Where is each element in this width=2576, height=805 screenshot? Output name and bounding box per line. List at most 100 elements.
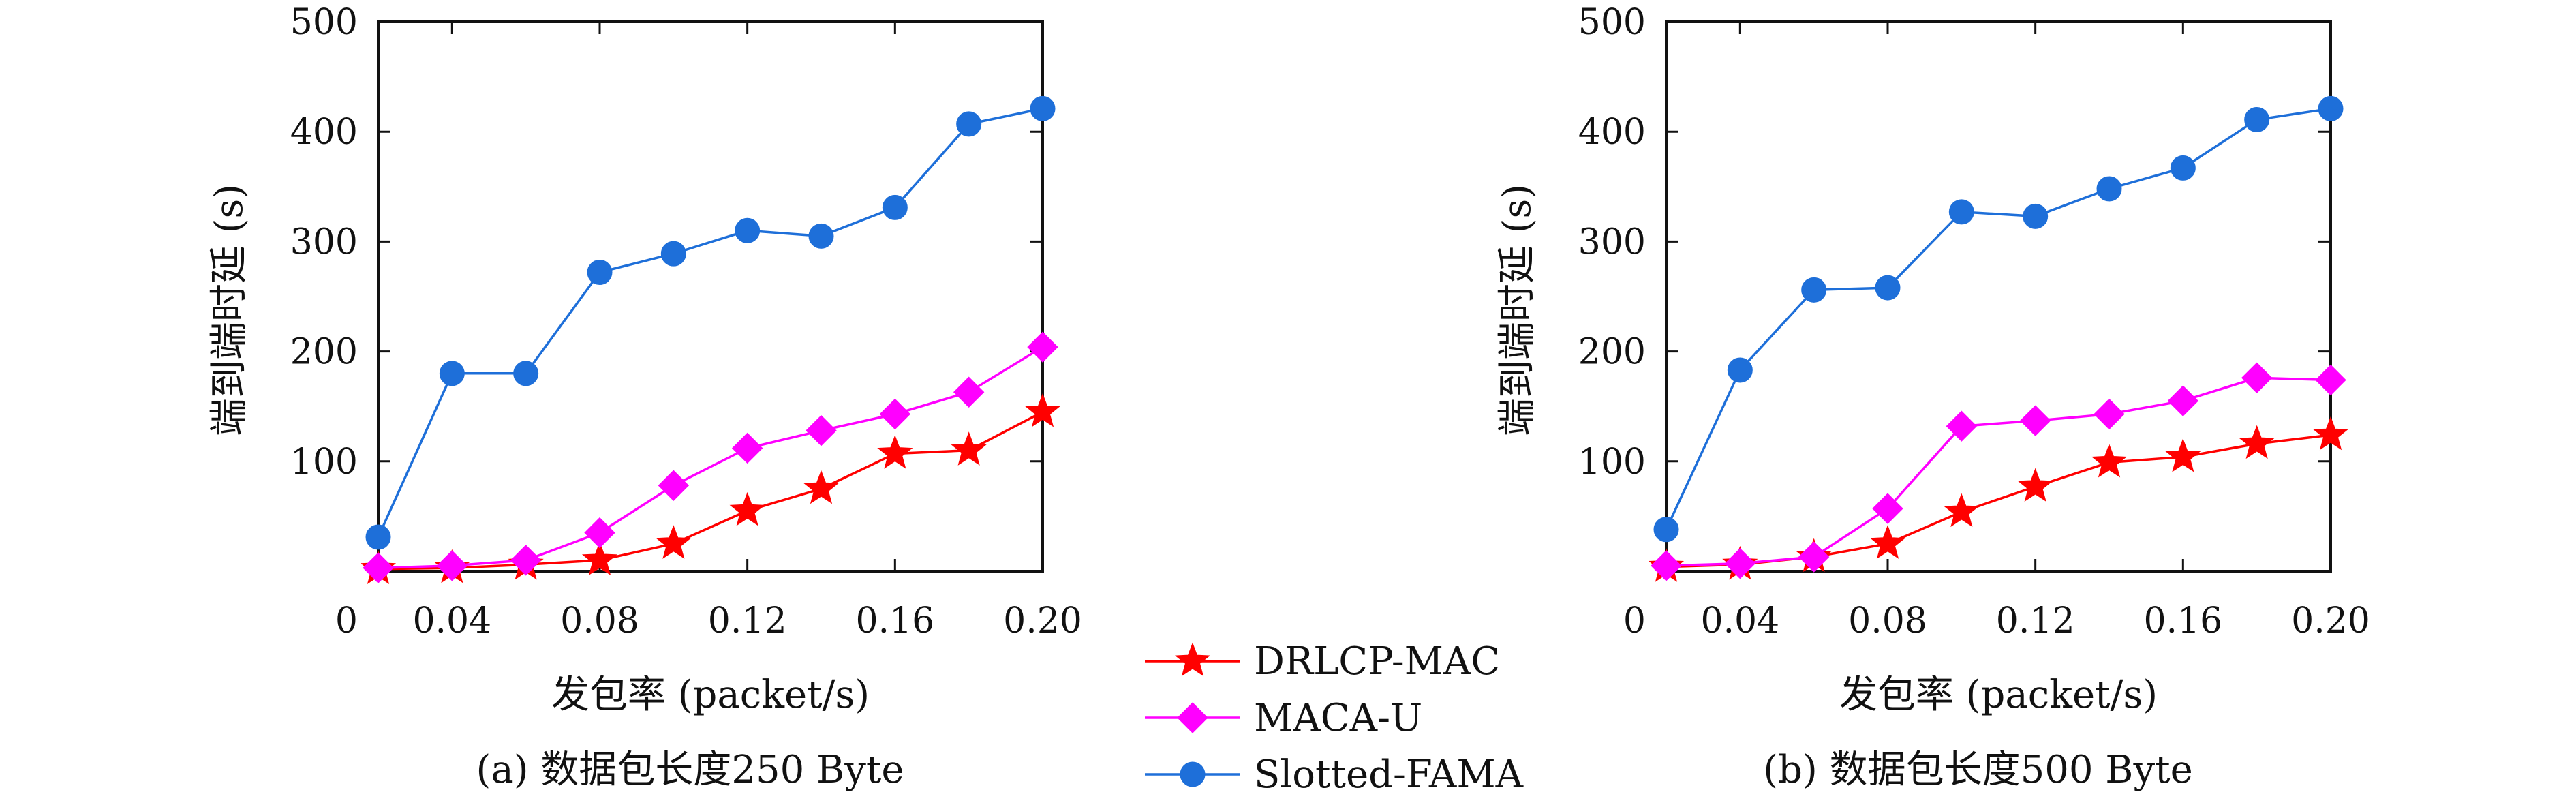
- series-line: [378, 346, 1043, 569]
- data-point-star: [2239, 425, 2275, 459]
- legend-label: DRLCP-MAC: [1254, 639, 1500, 684]
- chart-caption: (b) 数据包长度500 Byte: [1763, 748, 2192, 792]
- legend-marker-circle: [1180, 761, 1206, 787]
- data-point-circle: [1948, 199, 1974, 225]
- data-point-circle: [365, 524, 391, 550]
- x-tick-label: 0.04: [1700, 601, 1779, 641]
- x-axis-label: 发包率 (packet/s): [1839, 673, 2158, 717]
- data-point-star: [2312, 416, 2349, 451]
- y-tick-label: 400: [290, 112, 358, 153]
- chart-caption: (a) 数据包长度250 Byte: [476, 748, 904, 792]
- data-point-diamond: [510, 545, 542, 576]
- x-axis-label: 发包率 (packet/s): [551, 673, 870, 717]
- data-point-diamond: [2167, 385, 2199, 416]
- legend-marker-diamond: [1177, 702, 1208, 733]
- y-tick-label: 300: [290, 222, 358, 262]
- x-tick-label: 0.20: [1003, 601, 1082, 641]
- data-point-circle: [808, 223, 834, 249]
- data-point-circle: [1727, 357, 1753, 383]
- data-point-star: [581, 541, 618, 576]
- data-point-circle: [1653, 517, 1679, 543]
- data-point-circle: [1030, 95, 1056, 121]
- legend-item: MACA-U: [1145, 696, 1422, 740]
- x-tick-label: 0.08: [1848, 601, 1927, 641]
- data-point-diamond: [1724, 548, 1756, 579]
- y-tick-label: 100: [290, 442, 358, 483]
- data-point-diamond: [363, 552, 394, 583]
- data-point-circle: [587, 260, 613, 286]
- x-tick-label: 0.08: [560, 601, 639, 641]
- y-axis-label: 端到端时延 (s): [207, 184, 251, 436]
- data-point-circle: [1801, 277, 1827, 303]
- data-point-diamond: [1798, 541, 1830, 573]
- y-tick-label: 100: [1578, 442, 1646, 483]
- y-tick-label: 500: [290, 2, 358, 43]
- plot-frame: [1665, 20, 2332, 573]
- series-line: [378, 410, 1043, 571]
- chart-panel-a: 0 100 200 300 400 500 0.04 0.08 0.12 0.16 0.20 发包率 …: [207, 2, 1082, 792]
- y-tick-label: 0: [1623, 601, 1646, 641]
- data-point-diamond: [658, 470, 690, 501]
- data-point-circle: [735, 217, 761, 243]
- data-point-star: [1024, 393, 1061, 427]
- data-point-diamond: [879, 398, 911, 430]
- x-tick-label: 0.12: [1996, 601, 2075, 641]
- series-line: [377, 107, 1043, 538]
- data-point-diamond: [2241, 362, 2273, 393]
- series-maca-u: [363, 331, 1058, 583]
- data-point-diamond: [1872, 493, 1903, 524]
- data-point-circle: [2023, 203, 2049, 229]
- legend-label: Slotted-FAMA: [1254, 753, 1524, 797]
- data-point-circle: [660, 241, 686, 267]
- data-point-star: [2165, 438, 2201, 472]
- legend-marker-star: [1174, 642, 1211, 677]
- data-point-diamond: [2315, 364, 2346, 396]
- series-slotted-fama: [1653, 95, 2344, 543]
- y-tick-label: 500: [1578, 2, 1646, 43]
- x-tick-label: 0.16: [2143, 601, 2222, 641]
- series-slotted-fama: [365, 95, 1056, 550]
- data-point-diamond: [436, 550, 468, 581]
- data-point-circle: [1875, 275, 1901, 301]
- data-point-circle: [2096, 176, 2122, 202]
- data-point-diamond: [2019, 405, 2051, 436]
- data-point-diamond: [806, 414, 837, 446]
- data-point-circle: [439, 361, 465, 386]
- legend-label: MACA-U: [1254, 696, 1422, 740]
- data-point-diamond: [953, 376, 985, 408]
- data-point-circle: [882, 194, 908, 220]
- chart-panel-b: 0 100 200 300 400 500 0.04 0.08 0.12 0.16 0.20 发包率 …: [1495, 2, 2370, 792]
- y-tick-label: 200: [1578, 332, 1646, 373]
- x-tick-label: 0.20: [2291, 601, 2370, 641]
- y-tick-label: 300: [1578, 222, 1646, 262]
- data-point-star: [656, 525, 692, 559]
- data-point-circle: [2318, 95, 2344, 121]
- data-point-star: [2091, 443, 2128, 478]
- data-point-star: [2017, 468, 2053, 502]
- data-point-diamond: [2094, 398, 2125, 430]
- x-tick-label: 0.04: [412, 601, 491, 641]
- x-tick-label: 0.12: [708, 601, 787, 641]
- data-point-star: [803, 470, 840, 504]
- plot-frame: [377, 20, 1044, 573]
- data-point-circle: [513, 361, 539, 386]
- legend-item: Slotted-FAMA: [1145, 753, 1524, 797]
- data-point-diamond: [1946, 410, 1978, 442]
- data-point-circle: [2244, 106, 2270, 132]
- series-line: [1665, 107, 2331, 530]
- y-tick-label: 400: [1578, 112, 1646, 153]
- legend-item: DRLCP-MAC: [1145, 639, 1500, 684]
- data-point-star: [951, 431, 987, 466]
- series-drlcp-mac: [1648, 416, 2349, 582]
- x-tick-label: 0.16: [855, 601, 934, 641]
- y-tick-label: 200: [290, 332, 358, 373]
- data-point-diamond: [731, 432, 763, 464]
- data-point-circle: [2170, 155, 2196, 181]
- data-point-circle: [956, 111, 982, 137]
- data-point-star: [1869, 525, 1906, 559]
- data-point-star: [729, 491, 765, 526]
- series-maca-u: [1651, 362, 2346, 581]
- data-point-star: [877, 435, 913, 469]
- y-tick-label: 0: [335, 601, 358, 641]
